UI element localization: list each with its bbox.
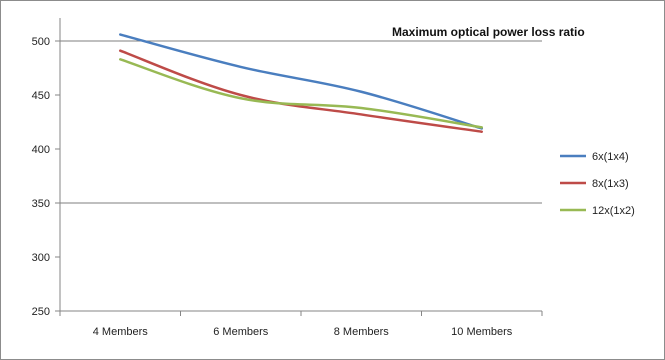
x-tick-label: 6 Members [213,326,269,338]
series-line-1 [119,33,483,130]
y-tick-label: 450 [32,90,50,102]
chart-title: Maximum optical power loss ratio [392,25,585,39]
x-tick-label: 10 Members [451,326,513,338]
legend-label: 8x(1x3) [592,178,629,190]
y-tick-label: 350 [32,198,50,210]
legend-label: 6x(1x4) [592,151,629,163]
y-tick-label: 300 [32,252,50,264]
y-tick-label: 400 [32,144,50,156]
series-line-2 [119,49,483,133]
y-tick-label: 250 [32,306,50,318]
x-tick-label: 4 Members [93,326,149,338]
x-tick-label: 8 Members [334,326,390,338]
y-tick-label: 500 [32,36,50,48]
series-line-3 [119,58,483,129]
legend-label: 12x(1x2) [592,205,635,217]
